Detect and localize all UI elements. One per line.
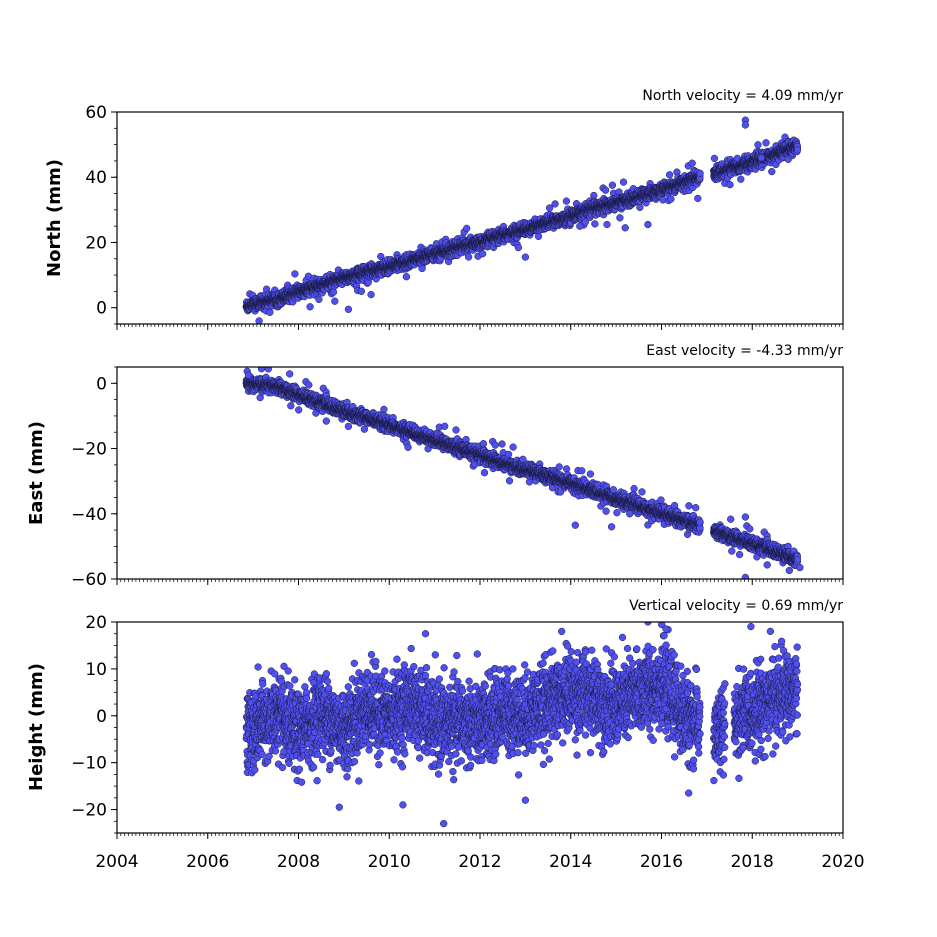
data-point: [768, 167, 776, 176]
data-point: [331, 297, 339, 305]
data-point: [621, 224, 629, 232]
data-point: [616, 214, 624, 222]
north-axes: 0 20 40 60: [85, 103, 844, 330]
data-point: [315, 295, 323, 304]
data-point: [757, 154, 765, 162]
data-point: [367, 290, 375, 299]
data-point: [710, 154, 719, 163]
data-point: [306, 303, 314, 311]
data-point: [694, 194, 702, 203]
data-point: [418, 264, 426, 273]
data-point: [726, 181, 734, 189]
data-point: [478, 250, 487, 258]
data-point: [255, 317, 263, 324]
data-point: [291, 270, 299, 278]
data-point: [741, 121, 750, 129]
data-point: [287, 402, 295, 410]
panel-east: East velocity = -4.33 mm/yr East (mm) 0−…: [26, 343, 844, 590]
data-point: [514, 243, 523, 252]
data-point: [521, 253, 530, 261]
north-axes-frame: [116, 111, 844, 325]
data-point: [534, 232, 543, 241]
data-point: [603, 220, 611, 229]
data-point: [644, 220, 652, 229]
data-point: [665, 171, 674, 179]
data-point: [551, 200, 559, 208]
data-point: [357, 287, 366, 295]
data-point: [329, 288, 338, 296]
north-velocity-annotation: North velocity = 4.09 mm/yr: [642, 88, 843, 104]
y-tick-label: 60: [85, 103, 107, 123]
y-tick-label: 20: [85, 233, 107, 253]
data-point: [266, 308, 274, 316]
data-point: [608, 181, 617, 189]
data-point: [696, 169, 704, 177]
east-ylabel: East (mm): [26, 421, 47, 525]
north-marks: [242, 116, 802, 324]
data-point: [464, 253, 473, 261]
data-point: [754, 141, 762, 149]
north-ylabel: North (mm): [44, 159, 65, 277]
data-point: [344, 305, 353, 313]
data-point: [402, 273, 411, 281]
data-point: [667, 195, 675, 203]
data-point: [737, 175, 745, 183]
data-point: [286, 370, 294, 378]
north-points: [242, 116, 802, 324]
east-marks: [242, 367, 804, 579]
y-tick-label: 0: [96, 299, 107, 319]
data-point: [576, 222, 584, 230]
data-point: [793, 146, 802, 154]
data-point: [463, 224, 471, 233]
east-velocity-annotation: East velocity = -4.33 mm/yr: [646, 343, 843, 359]
y-tick-label: 40: [85, 168, 107, 188]
panel-north: North velocity = 4.09 mm/yr North (mm) 0…: [44, 88, 844, 330]
data-point: [591, 220, 599, 228]
data-point: [601, 186, 610, 194]
data-point: [562, 197, 571, 205]
data-point: [257, 367, 266, 373]
data-point: [688, 159, 696, 167]
east-points: [242, 367, 804, 579]
data-point: [295, 406, 303, 414]
data-point: [619, 178, 628, 186]
data-point: [762, 139, 770, 147]
